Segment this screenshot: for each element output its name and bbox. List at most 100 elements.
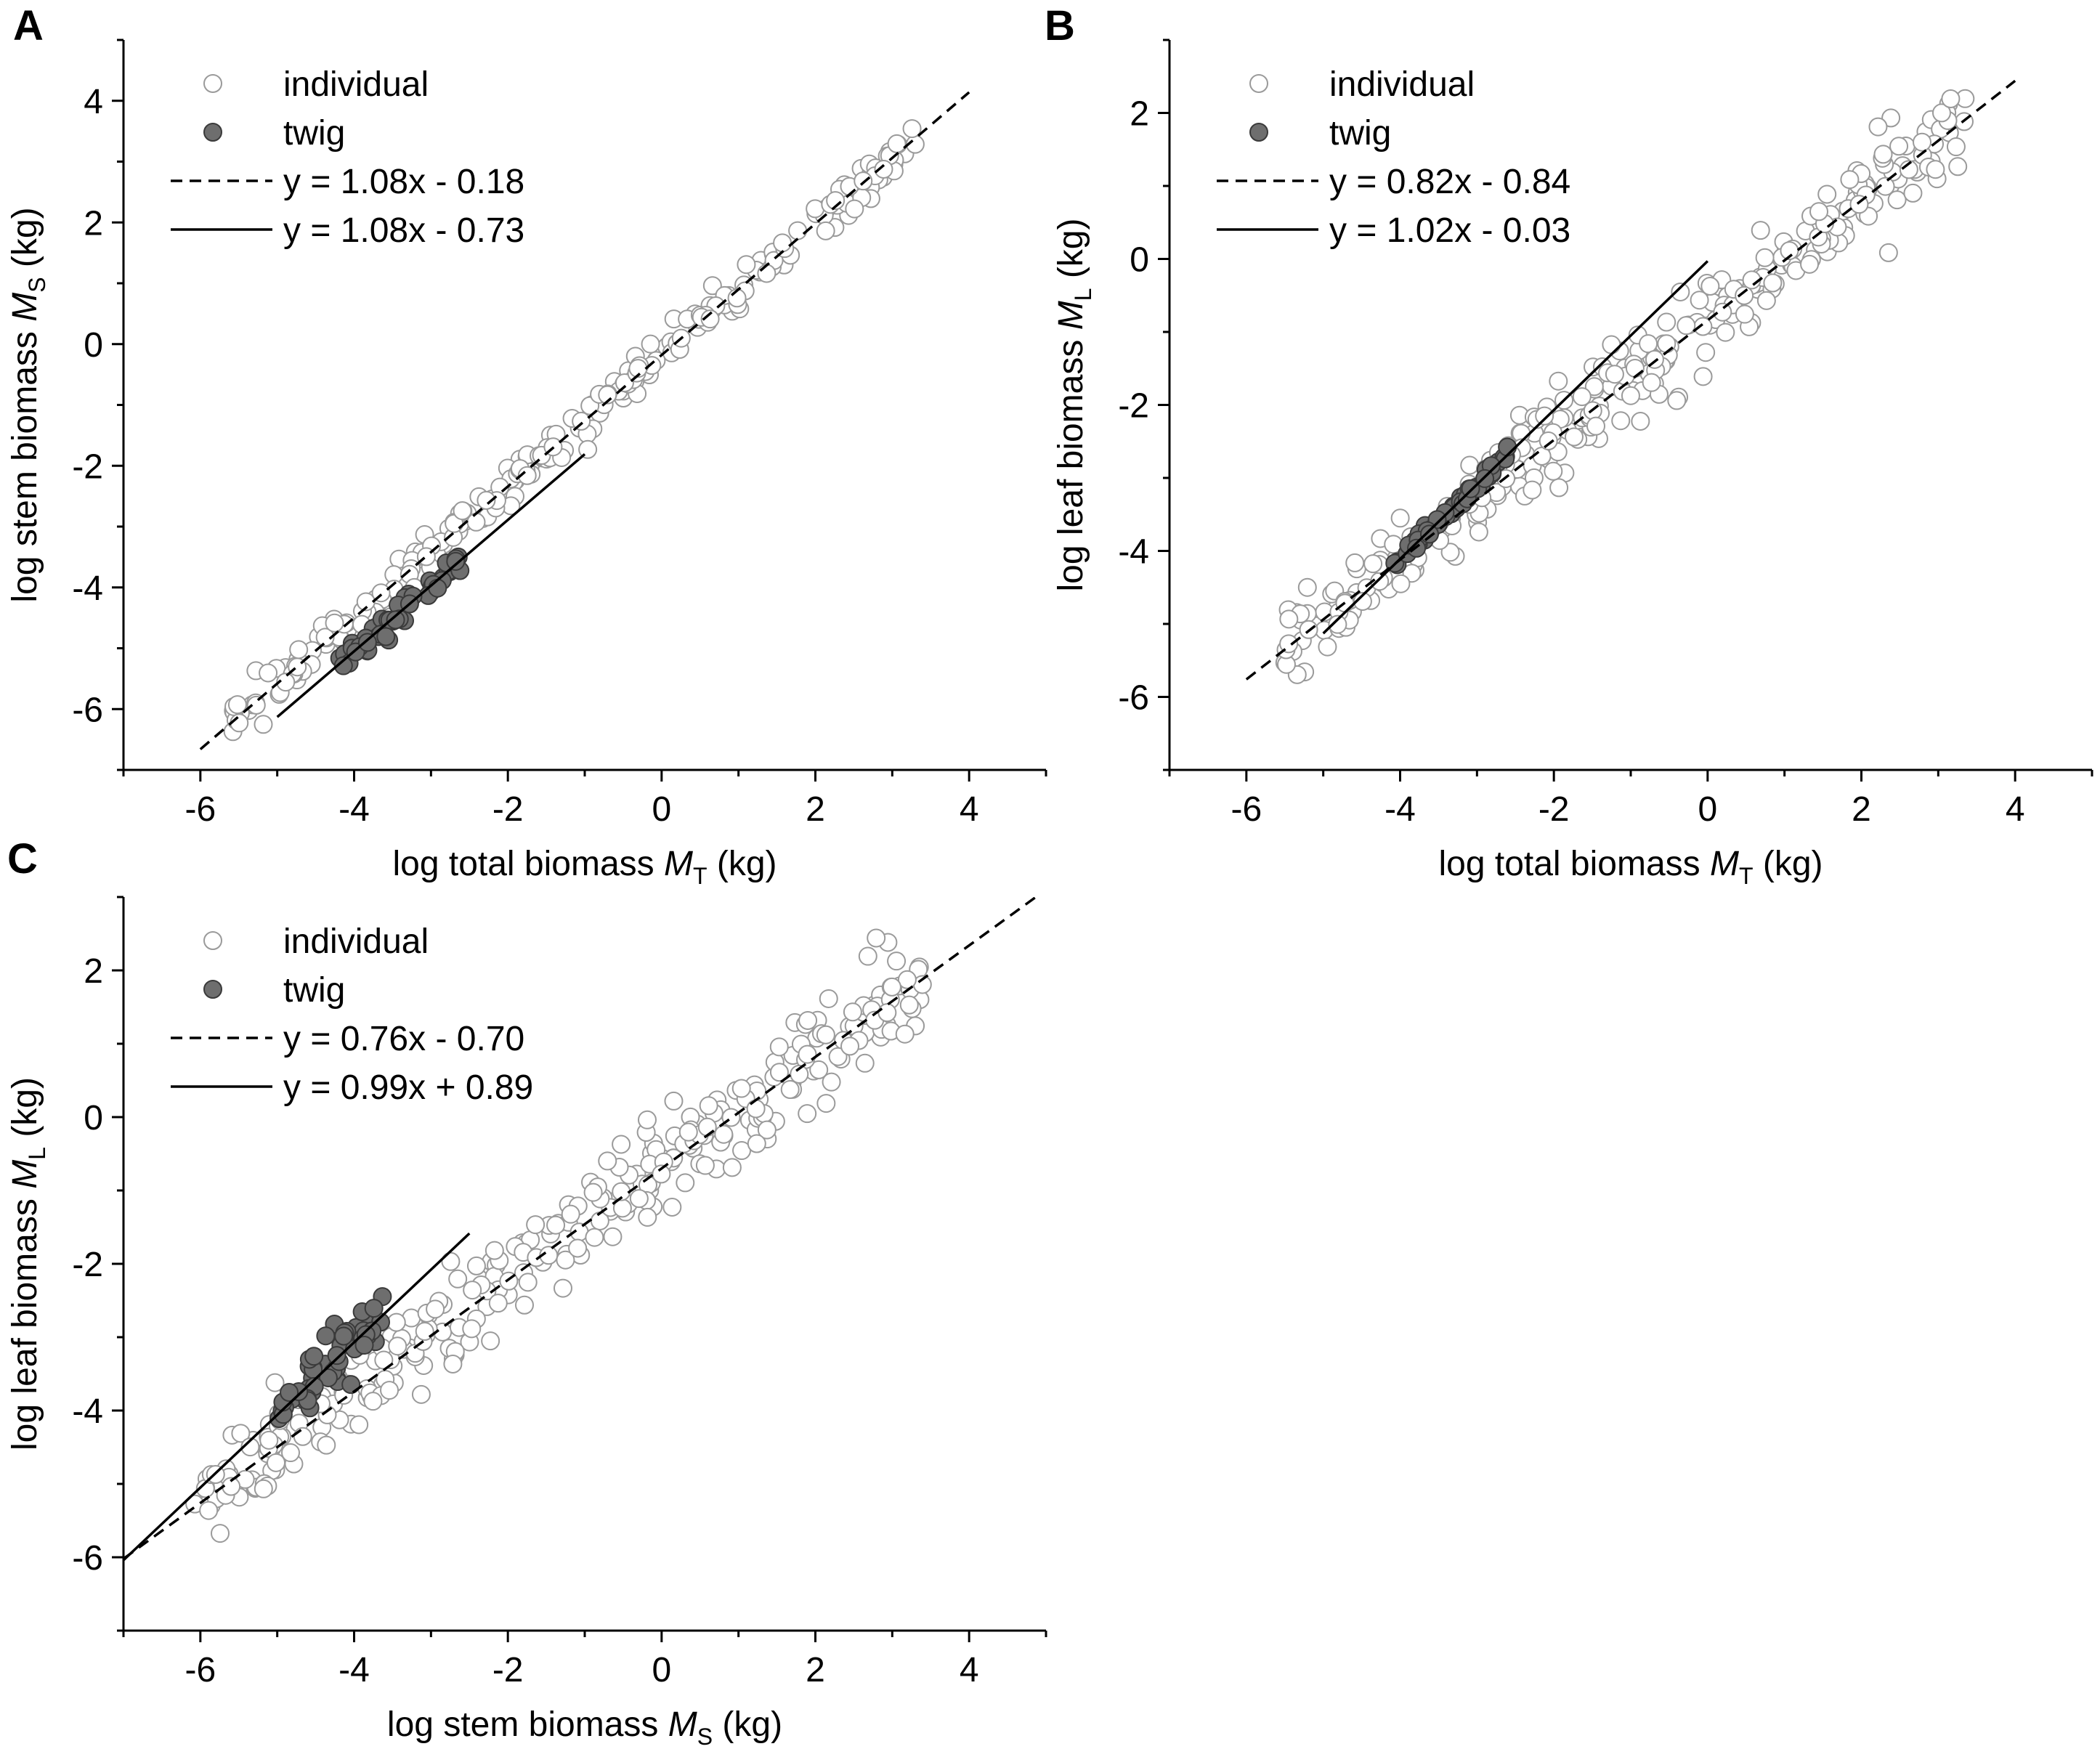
y-axis-title: log leaf biomass ML (kg) <box>1052 219 1096 592</box>
legend-individual-label: individual <box>283 922 429 961</box>
y-tick-label: -4 <box>72 1392 103 1431</box>
y-axis-title-main: log leaf biomass <box>1052 330 1090 591</box>
individual-point <box>1667 391 1687 410</box>
individual-point <box>267 1453 286 1472</box>
legend-twig-marker <box>203 123 222 142</box>
x-tick-label: 2 <box>806 790 825 829</box>
individual-point <box>697 1117 717 1137</box>
individual-point <box>757 264 777 283</box>
twig-point <box>364 1299 384 1318</box>
x-axis-title-var: M <box>668 1705 697 1744</box>
individual-point <box>1611 411 1631 431</box>
individual-point <box>809 1060 829 1079</box>
individual-point <box>882 977 901 997</box>
individual-point <box>1625 358 1645 378</box>
y-axis-title-unit: (kg) <box>6 1077 44 1147</box>
twig-point <box>357 633 377 652</box>
individual-point <box>281 1443 301 1463</box>
individual-point <box>231 1424 251 1443</box>
individual-point <box>254 715 273 734</box>
individual-point <box>887 951 907 971</box>
individual-point <box>1751 221 1770 240</box>
individual-point <box>572 411 591 431</box>
individual-point <box>517 466 537 485</box>
x-tick-label: 0 <box>652 790 671 829</box>
individual-point <box>388 1336 408 1356</box>
individual-point <box>895 1024 915 1044</box>
x-tick-label: -2 <box>1538 790 1570 829</box>
individual-point <box>867 928 886 948</box>
individual-point <box>1716 322 1735 342</box>
individual-point <box>1889 137 1909 156</box>
individual-point <box>1878 243 1898 262</box>
legend-dashed-label: y = 1.08x - 0.18 <box>283 163 524 201</box>
individual-point <box>637 1110 657 1129</box>
chart-panel-A: A -6 -4 -2 0 2 4 -6 -4 -2 0 2 4 log total biomass MT … <box>6 2 1047 889</box>
individual-point <box>1868 117 1888 137</box>
individual-point <box>1677 316 1696 336</box>
individual-point <box>466 1256 486 1275</box>
individual-point <box>598 1151 617 1171</box>
individual-point <box>1318 637 1337 657</box>
individual-point <box>315 628 335 647</box>
individual-point <box>1873 145 1893 164</box>
individual-point <box>246 695 266 715</box>
individual-point <box>526 1215 546 1235</box>
legend-solid-label: y = 1.02x - 0.03 <box>1329 211 1570 250</box>
dashed-fit-line <box>1245 79 2016 681</box>
individual-point <box>1735 304 1754 324</box>
x-tick-label: 4 <box>960 1651 979 1689</box>
individual-point <box>1671 282 1690 301</box>
individual-point <box>816 221 835 240</box>
individual-point <box>448 1269 468 1289</box>
x-tick-label: -2 <box>492 1651 524 1689</box>
twig-point <box>1461 479 1480 498</box>
individual-point <box>1948 157 1968 176</box>
y-axis-title-sub: L <box>24 1147 50 1160</box>
y-tick-label: 4 <box>84 83 103 121</box>
individual-point <box>722 1158 742 1177</box>
individual-point <box>843 1002 862 1022</box>
plot-area <box>199 91 970 750</box>
dashed-fit-line <box>123 897 1039 1560</box>
individual-point <box>1946 137 1966 157</box>
individual-point <box>731 1079 751 1098</box>
individual-point <box>788 221 808 240</box>
x-tick-label: 4 <box>2006 790 2025 829</box>
y-axis-title-sub: S <box>24 277 50 292</box>
individual-point <box>462 1319 482 1339</box>
y-tick-label: 2 <box>1130 95 1149 134</box>
individual-point <box>676 1173 695 1193</box>
individual-point <box>1523 480 1542 500</box>
individual-point <box>816 1025 835 1044</box>
y-axis-title-var: M <box>6 293 44 322</box>
individual-point <box>1809 202 1829 222</box>
individual-point <box>463 1281 482 1300</box>
individual-point <box>747 1134 766 1153</box>
legend-twig-label: twig <box>1329 114 1391 153</box>
y-tick-label: -2 <box>72 447 103 486</box>
x-tick-label: -6 <box>185 1651 216 1689</box>
twig-point <box>327 1346 346 1366</box>
individual-point <box>699 1096 718 1116</box>
twig-point <box>1419 524 1439 544</box>
individual-point <box>769 1037 789 1057</box>
individual-point <box>1460 455 1480 475</box>
panel-label: C <box>7 835 38 882</box>
individual-point <box>199 1501 219 1520</box>
y-tick-label: -6 <box>72 1539 103 1578</box>
individual-point <box>1544 461 1563 481</box>
twig-point <box>334 1326 354 1346</box>
individual-point <box>902 119 922 139</box>
twig-point <box>316 1326 336 1346</box>
individual-point <box>1549 478 1569 498</box>
x-tick-label: 0 <box>1698 790 1717 829</box>
individual-point <box>1800 254 1820 274</box>
individual-point <box>1931 103 1951 123</box>
x-axis-title: log total biomass MT (kg) <box>392 845 777 889</box>
y-tick-label: 2 <box>84 204 103 243</box>
individual-point <box>259 663 278 683</box>
twig-point <box>280 1383 299 1403</box>
